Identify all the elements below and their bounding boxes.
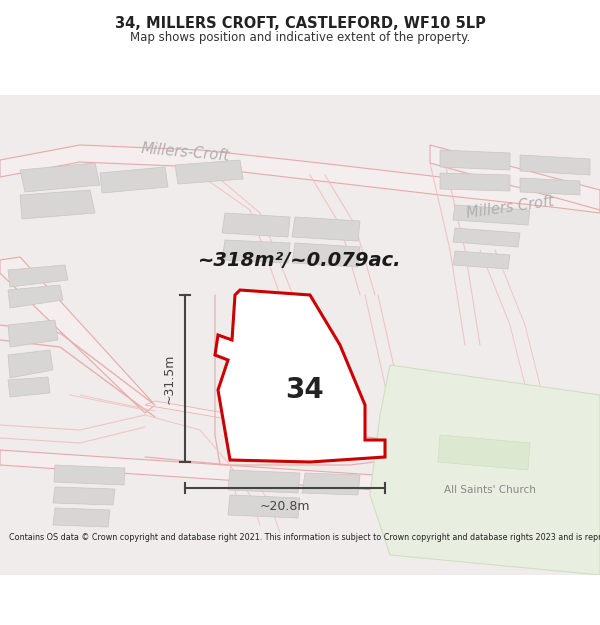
Polygon shape	[520, 178, 580, 195]
Polygon shape	[440, 173, 510, 191]
Polygon shape	[370, 365, 600, 575]
Polygon shape	[20, 163, 100, 192]
Polygon shape	[8, 377, 50, 397]
Text: Millers Croft: Millers Croft	[465, 193, 555, 221]
Text: ~31.5m: ~31.5m	[163, 353, 176, 404]
Text: Millers-Croft: Millers-Croft	[140, 141, 230, 163]
Text: 34, MILLERS CROFT, CASTLEFORD, WF10 5LP: 34, MILLERS CROFT, CASTLEFORD, WF10 5LP	[115, 16, 485, 31]
Polygon shape	[222, 240, 290, 263]
Polygon shape	[8, 320, 58, 347]
Polygon shape	[8, 350, 53, 378]
Polygon shape	[8, 285, 63, 308]
Polygon shape	[228, 470, 300, 493]
Polygon shape	[215, 290, 385, 462]
Polygon shape	[20, 190, 95, 219]
Polygon shape	[292, 243, 360, 267]
Text: Map shows position and indicative extent of the property.: Map shows position and indicative extent…	[130, 31, 470, 44]
Polygon shape	[520, 155, 590, 175]
Polygon shape	[145, 401, 400, 445]
Polygon shape	[0, 450, 600, 505]
Polygon shape	[438, 435, 530, 470]
Polygon shape	[53, 508, 110, 527]
Polygon shape	[440, 150, 510, 170]
Polygon shape	[0, 257, 155, 413]
Polygon shape	[453, 228, 520, 247]
Text: 34: 34	[286, 376, 325, 404]
Polygon shape	[292, 217, 360, 241]
Polygon shape	[222, 213, 290, 237]
Polygon shape	[53, 487, 115, 505]
Polygon shape	[430, 145, 600, 210]
Polygon shape	[350, 435, 600, 480]
Polygon shape	[453, 205, 530, 225]
Polygon shape	[8, 265, 68, 287]
Polygon shape	[0, 145, 600, 213]
Polygon shape	[302, 473, 360, 495]
Polygon shape	[175, 160, 243, 184]
Polygon shape	[100, 167, 168, 193]
Polygon shape	[453, 251, 510, 269]
Polygon shape	[228, 495, 300, 518]
Text: Contains OS data © Crown copyright and database right 2021. This information is : Contains OS data © Crown copyright and d…	[9, 532, 600, 541]
Text: All Saints' Church: All Saints' Church	[444, 485, 536, 495]
Text: ~318m²/~0.079ac.: ~318m²/~0.079ac.	[198, 251, 402, 269]
Polygon shape	[54, 465, 125, 485]
Text: ~20.8m: ~20.8m	[260, 499, 310, 512]
